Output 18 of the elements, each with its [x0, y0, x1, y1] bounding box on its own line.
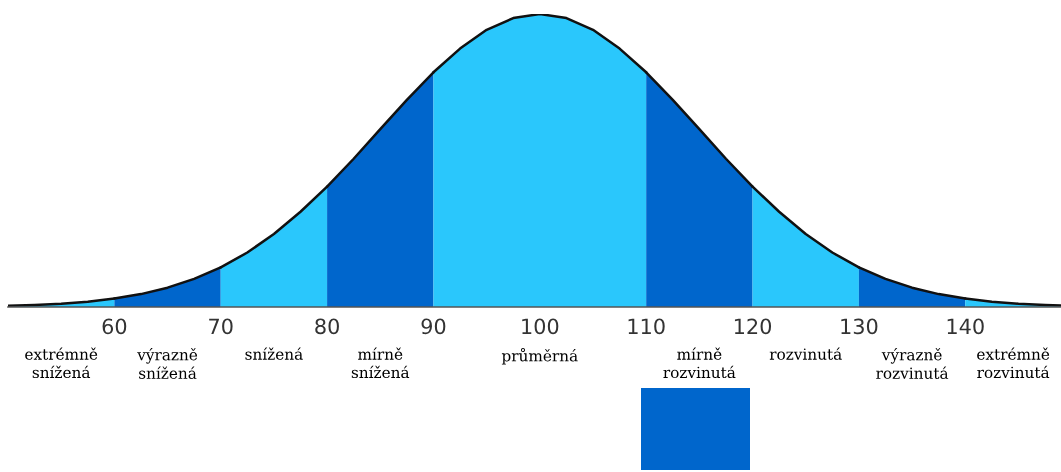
- x-tick-label: 120: [734, 318, 772, 335]
- text: průměrná: [501, 348, 578, 365]
- text: výrazně rozvinutá: [876, 348, 949, 379]
- text: výrazně snížená: [137, 348, 198, 379]
- text: rozvinutá: [769, 347, 842, 360]
- x-tick-label: 110: [628, 318, 665, 335]
- x-tick-label: 60: [102, 318, 127, 335]
- x-tick-label: 80: [315, 318, 339, 335]
- text: extrémně rozvinutá: [977, 347, 1050, 379]
- text: mírně rozvinutá: [663, 347, 736, 379]
- x-tick-label: 140: [947, 318, 984, 335]
- text: snížená: [245, 347, 303, 360]
- x-tick-label: 100: [522, 318, 559, 335]
- x-tick-label: 90: [421, 318, 446, 335]
- x-tick-label: 130: [841, 318, 878, 335]
- x-tick-label: 70: [209, 318, 233, 335]
- text: mírně snížená: [351, 347, 410, 379]
- text: extrémně snížená: [25, 347, 98, 379]
